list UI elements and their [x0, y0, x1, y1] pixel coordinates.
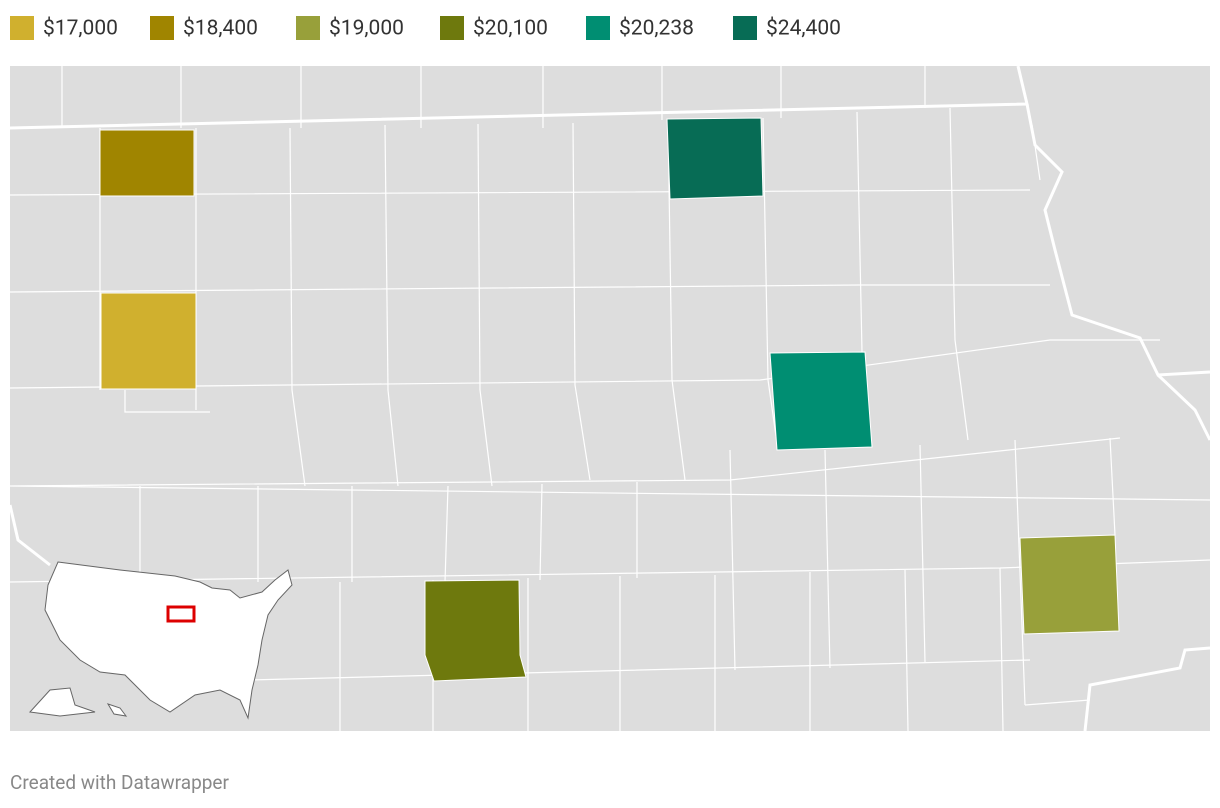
- legend-swatch: [296, 16, 320, 40]
- county: [769, 351, 873, 451]
- county: [666, 117, 764, 200]
- county: [99, 129, 195, 197]
- legend: $17,000 $18,400 $19,000 $20,100 $20,238 $24,4…: [10, 16, 841, 41]
- legend-label: $20,100: [473, 17, 548, 41]
- state-borders: [8, 65, 1212, 732]
- legend-label: $20,238: [619, 17, 694, 41]
- footer: Created with Datawrapper: [10, 771, 229, 794]
- county: [100, 292, 197, 390]
- county-lines: [9, 66, 1211, 732]
- legend-swatch: [150, 16, 174, 40]
- legend-label: $19,000: [329, 17, 404, 41]
- legend-swatch: [440, 16, 464, 40]
- county: [1019, 534, 1120, 635]
- legend-swatch: [733, 16, 757, 40]
- legend-swatch: [10, 16, 34, 40]
- inset-map: [28, 561, 293, 720]
- legend-swatch: [586, 16, 610, 40]
- highlighted-counties: [99, 117, 1120, 682]
- legend-label: $18,400: [183, 17, 258, 41]
- legend-label: $17,000: [43, 17, 118, 41]
- county: [424, 579, 527, 682]
- legend-label: $24,400: [766, 17, 841, 41]
